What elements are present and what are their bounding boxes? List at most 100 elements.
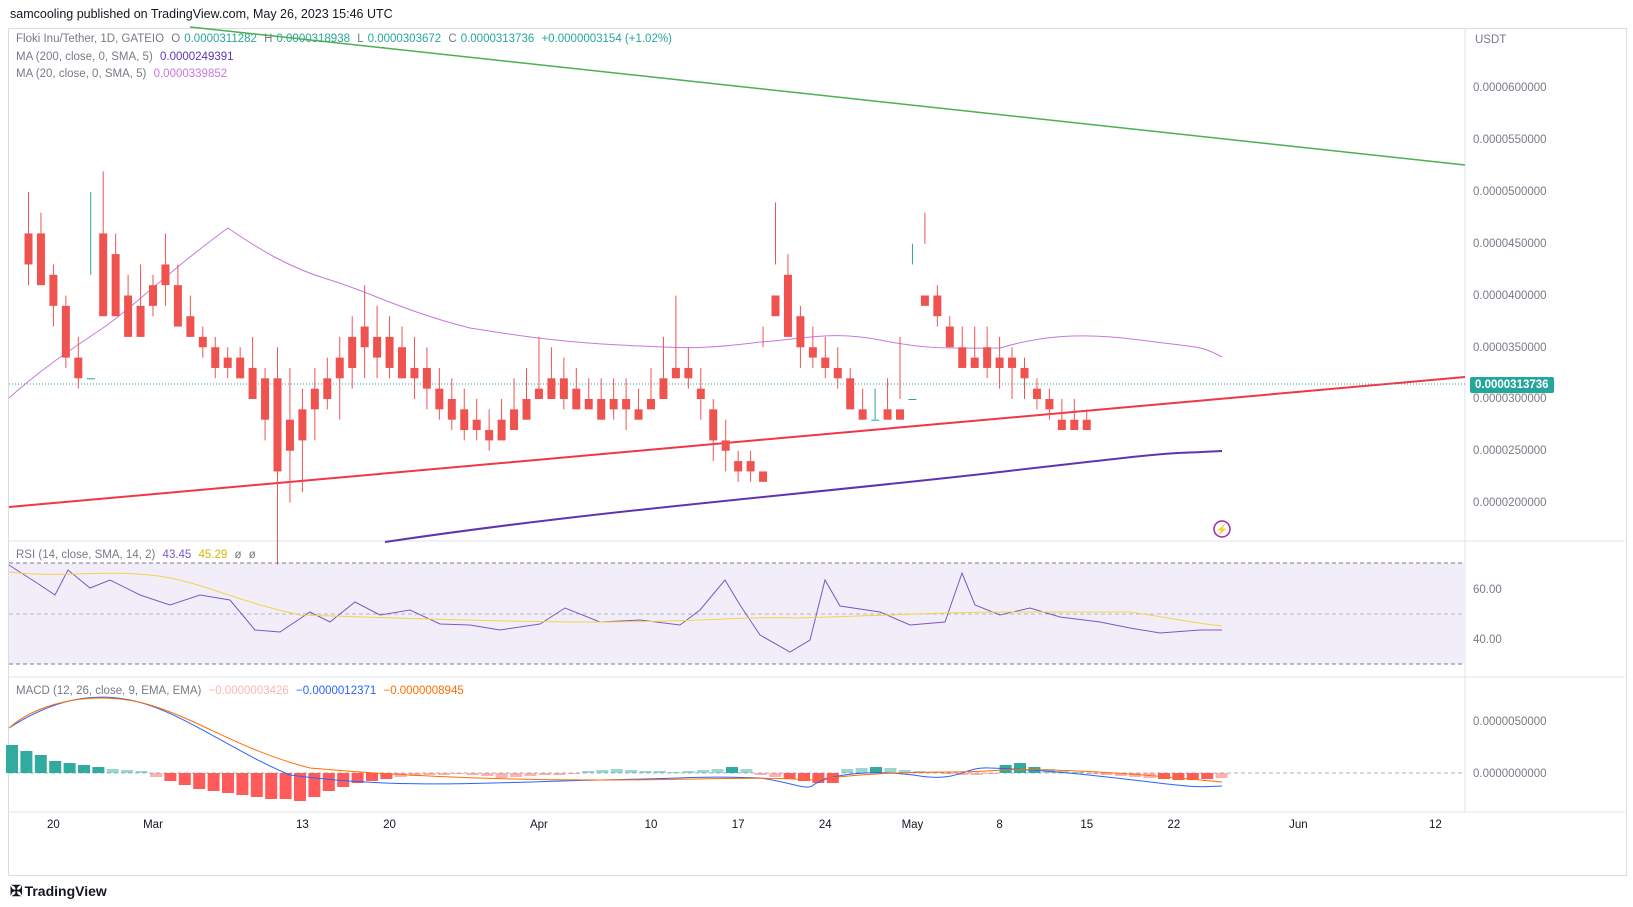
ohlc-l-value: 0.0000303672	[367, 33, 442, 45]
macd-histogram-bar	[265, 773, 278, 799]
macd-histogram-bar	[1172, 773, 1185, 780]
ohlc-change: +0.0000003154 (+1.02%)	[541, 33, 672, 45]
ascending-trendline	[8, 376, 1466, 508]
descending-trendline	[189, 26, 1466, 166]
candle-body	[497, 419, 506, 441]
ma200-legend[interactable]: MA (200, close, 0, SMA, 5) 0.0000249391	[16, 51, 238, 63]
candle-body	[248, 367, 257, 399]
footer-brand[interactable]: ✠ TradingView	[10, 882, 107, 900]
candle-body	[709, 409, 718, 441]
candle-body	[211, 347, 220, 368]
price-tick-label: 0.0000450000	[1473, 237, 1547, 250]
macd-line-value: −0.0000012371	[296, 685, 377, 697]
macd-histogram-bar	[783, 773, 796, 779]
candle-body	[136, 305, 145, 337]
rsi-ma-value: 45.29	[198, 549, 228, 561]
macd-histogram-bar	[1215, 773, 1228, 778]
macd-histogram-bar	[78, 765, 90, 773]
candle-body	[1045, 399, 1054, 410]
candle-body	[534, 388, 543, 399]
candle-body	[236, 357, 245, 379]
macd-histogram-bar	[34, 755, 47, 773]
currency-label: USDT	[1475, 34, 1507, 46]
macd-tick-label: 0.0000050000	[1473, 716, 1547, 728]
macd-label: MACD (12, 26, close, 9, EMA, EMA)	[16, 685, 202, 697]
lightning-icon	[1213, 520, 1231, 538]
time-tick-label: Apr	[530, 819, 548, 831]
candle-body	[1070, 419, 1079, 431]
candle-body	[124, 295, 133, 337]
macd-histogram-bar	[596, 770, 609, 773]
macd-histogram-bar	[135, 771, 148, 773]
candle-body	[597, 399, 606, 420]
ma20-line	[8, 227, 1223, 399]
candle-body	[61, 305, 70, 358]
lightning-icon-glyph: ⚡	[1216, 523, 1228, 536]
macd-histogram-bar	[567, 773, 580, 774]
macd-histogram-bar	[207, 773, 220, 791]
ma200-line	[384, 450, 1223, 543]
macd-hist-value: −0.0000003426	[208, 685, 289, 697]
macd-histogram-bar	[1014, 763, 1026, 773]
macd-histogram-bar	[668, 772, 681, 773]
candle-body	[871, 419, 880, 421]
candle-body	[883, 409, 892, 420]
ma20-legend[interactable]: MA (20, close, 0, SMA, 5) 0.0000339852	[16, 68, 231, 80]
rsi-extra-2: ø	[248, 549, 256, 561]
time-tick-label: Mar	[143, 819, 163, 831]
macd-histogram-bar	[279, 773, 292, 799]
candle-body	[958, 347, 967, 368]
candle-body	[335, 357, 344, 379]
macd-histogram-bar	[769, 773, 782, 777]
rsi-legend[interactable]: RSI (14, close, SMA, 14, 2) 43.45 45.29 …	[16, 549, 260, 561]
price-tick-label: 0.0000350000	[1473, 341, 1547, 354]
candle-body	[510, 409, 519, 431]
candle-body	[983, 347, 992, 368]
macd-histogram-bar	[6, 745, 18, 773]
macd-histogram-bar	[711, 769, 724, 773]
macd-histogram-bar	[510, 773, 522, 777]
macd-line	[8, 696, 1223, 788]
macd-histogram-bar	[726, 767, 738, 773]
ohlc-o-value: 0.0000311282	[184, 33, 257, 45]
macd-histogram-bar	[164, 773, 177, 781]
macd-histogram-bar	[1186, 773, 1199, 780]
ma20-label: MA (20, close, 0, SMA, 5)	[16, 68, 147, 80]
macd-histogram-bar	[193, 773, 206, 789]
time-tick-label: 12	[1429, 819, 1442, 831]
candle-body	[945, 326, 954, 348]
symbol-name: Floki Inu/Tether, 1D, GATEIO	[16, 33, 165, 45]
macd-histogram-bar	[798, 773, 810, 781]
candle-body	[223, 357, 232, 368]
time-tick-label: 8	[996, 819, 1002, 831]
candle-body	[186, 316, 195, 337]
candle-body	[547, 378, 556, 399]
time-tick-label: 15	[1080, 819, 1093, 831]
macd-histogram-bar	[985, 773, 998, 774]
macd-histogram-bar	[1100, 773, 1113, 775]
macd-histogram-bar	[423, 773, 436, 775]
candle-body	[559, 378, 568, 399]
macd-histogram-bar	[495, 773, 508, 778]
candle-body	[933, 295, 942, 317]
candle-body	[746, 461, 755, 472]
macd-histogram-bar	[481, 773, 494, 776]
macd-histogram-bar	[1201, 773, 1214, 779]
rsi-label: RSI (14, close, SMA, 14, 2)	[16, 549, 156, 561]
macd-histogram-bar	[697, 770, 710, 773]
time-tick-label: May	[902, 819, 924, 831]
macd-histogram-bar	[1057, 771, 1070, 773]
candle-body	[373, 336, 382, 358]
symbol-legend[interactable]: Floki Inu/Tether, 1D, GATEIO O 0.00003112…	[16, 33, 676, 45]
candle-body	[360, 326, 369, 348]
macd-legend[interactable]: MACD (12, 26, close, 9, EMA, EMA) −0.000…	[16, 685, 468, 697]
candle-body	[821, 357, 830, 368]
candle-body	[970, 357, 979, 368]
macd-histogram-bar	[610, 769, 623, 773]
price-tick-label: 0.0000500000	[1473, 185, 1547, 198]
macd-histogram-bar	[956, 773, 969, 775]
ma20-value: 0.0000339852	[153, 68, 228, 80]
price-tick-label: 0.0000300000	[1473, 393, 1547, 406]
candle-body	[298, 409, 307, 441]
